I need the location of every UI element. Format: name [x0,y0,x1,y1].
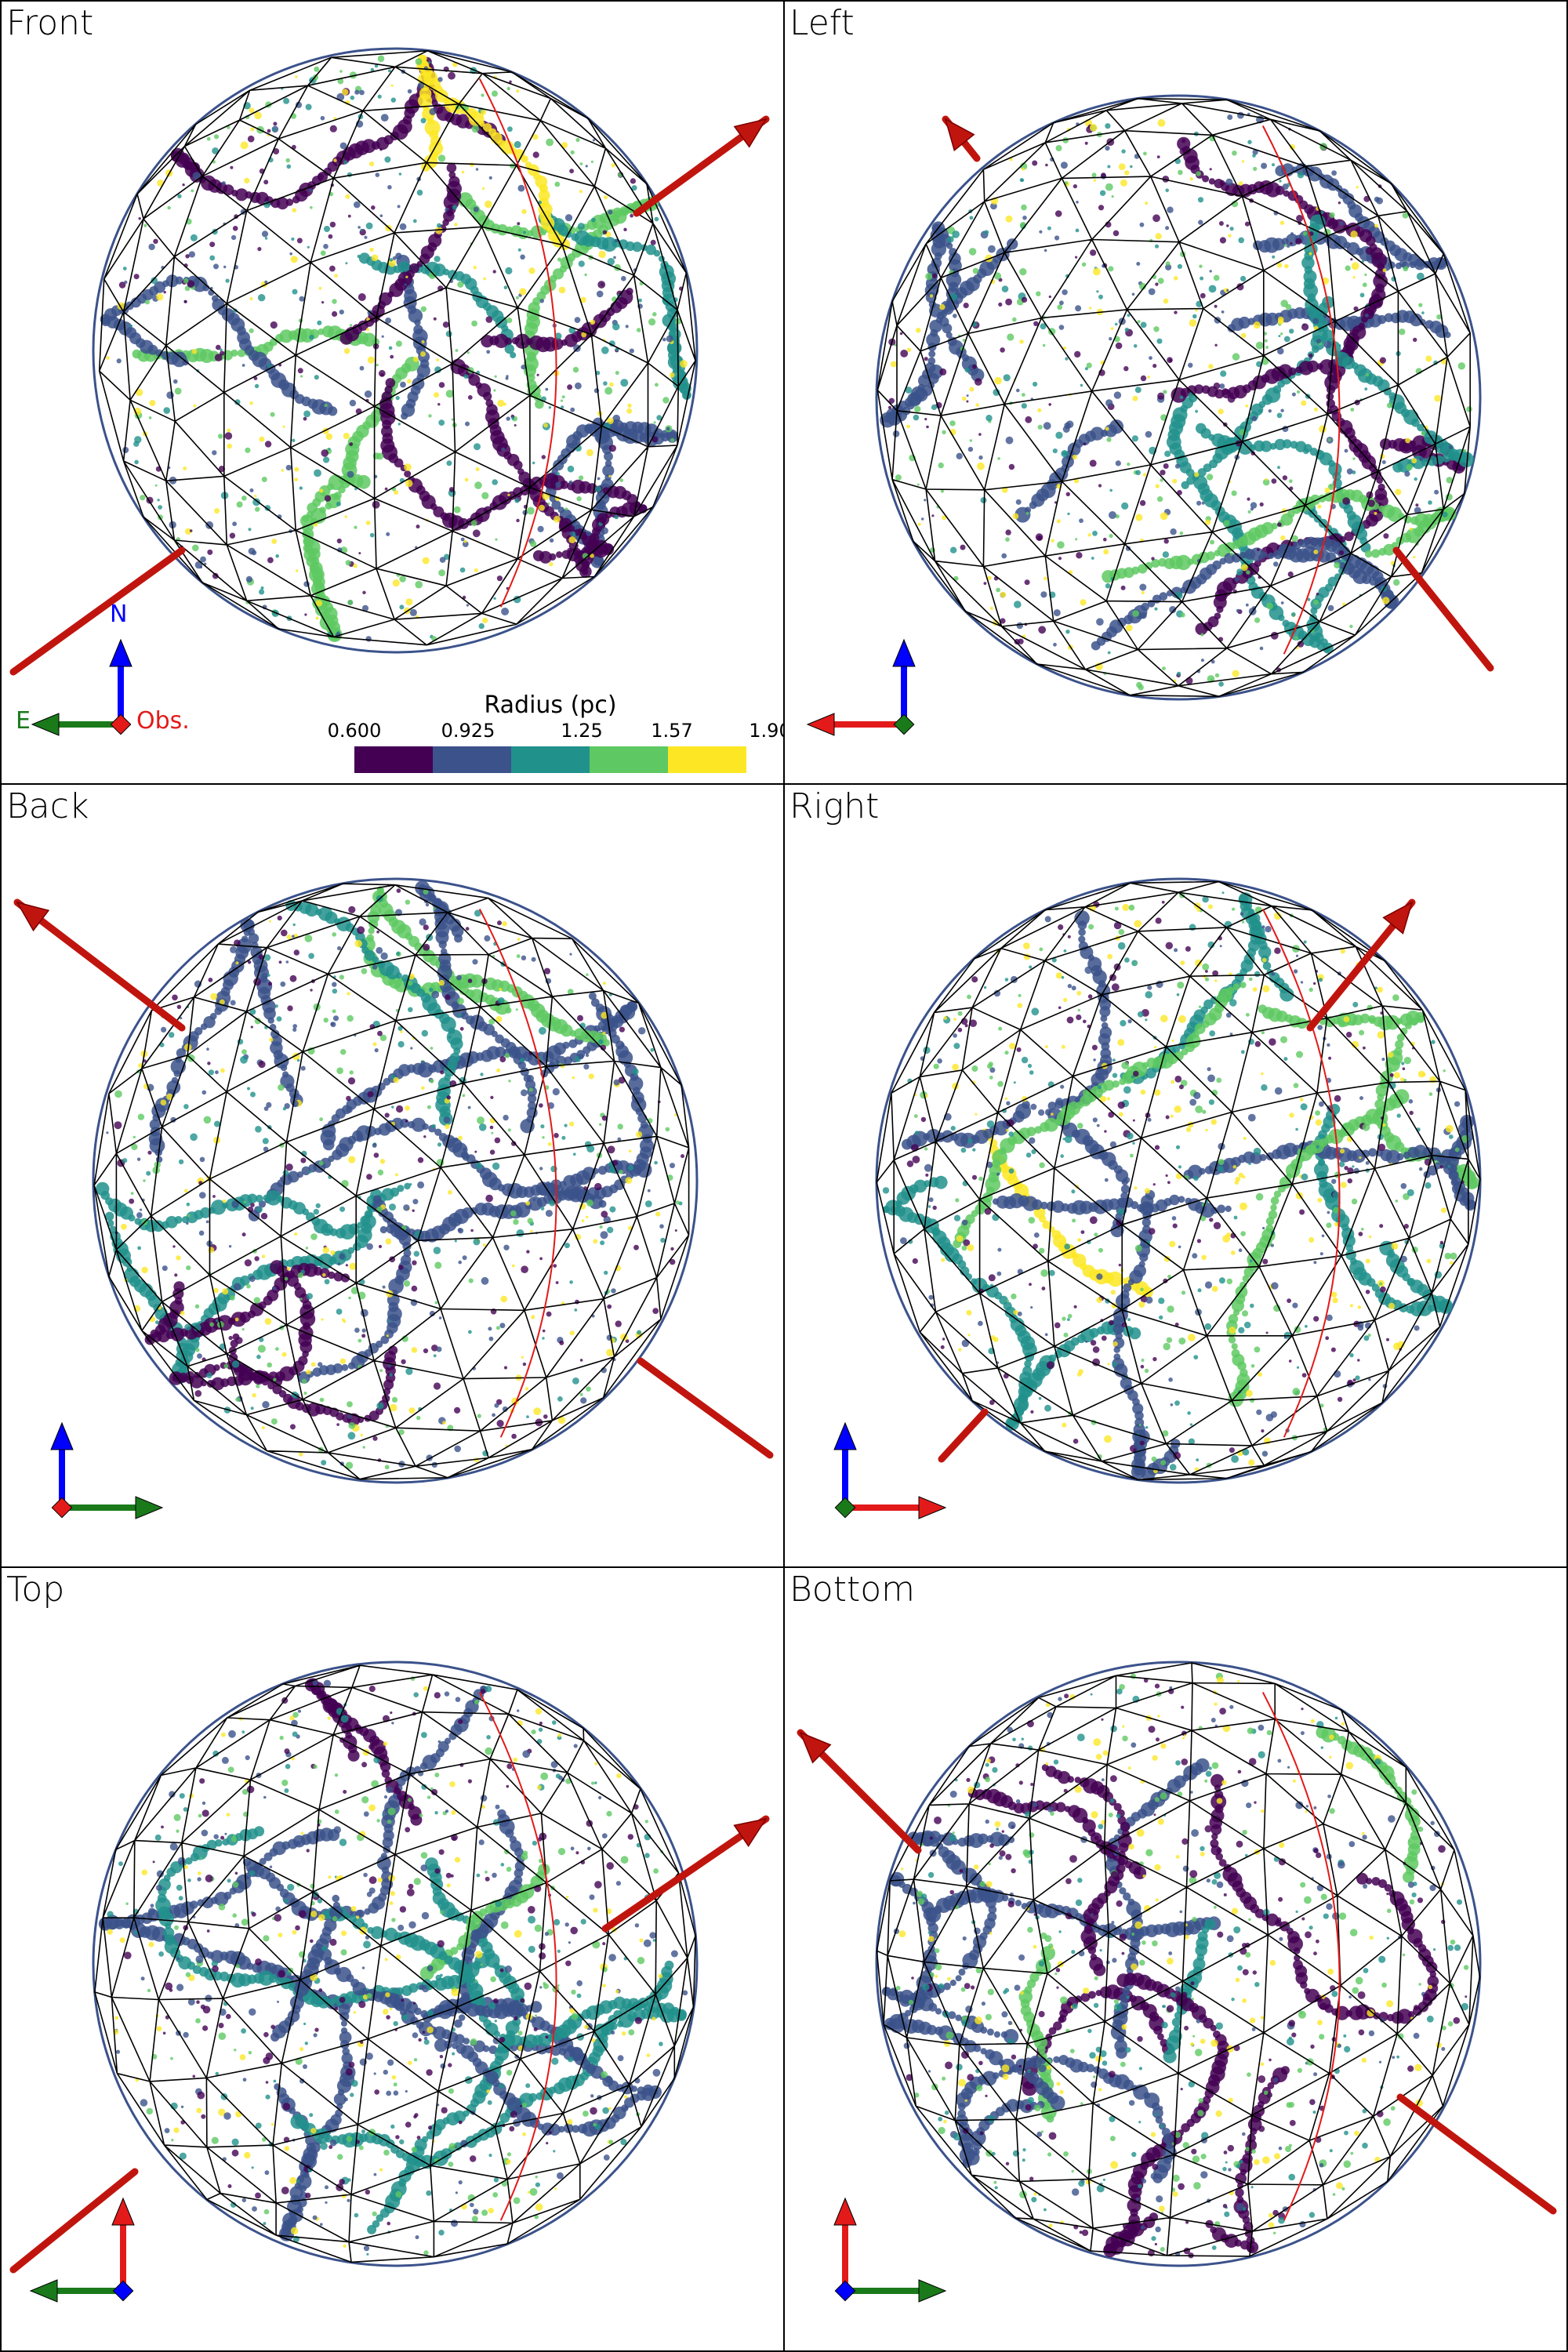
colorbar-tick: 0.925 [441,720,495,742]
panel-title: Top [6,1570,65,1610]
dust-cloud-points [96,880,684,1470]
geodesic-mesh [876,1662,1481,2257]
sphere-back [13,877,774,1519]
geodesic-mesh [877,97,1471,698]
geodesic-mesh [93,883,690,1480]
north-axis-label: N [110,601,128,628]
observer-direction-arrow [1392,546,1494,672]
colorbar-segment [668,746,746,773]
dust-cloud-points [98,1676,688,2256]
colorbar-segment [511,746,590,773]
panel-top: Top [0,1566,785,2352]
geodesic-mesh [876,880,1481,1481]
orientation-triad [50,1421,164,1519]
observer-direction-arrow [1396,2093,1557,2215]
sphere-right [833,877,1482,1519]
panel-title: Left [789,3,855,43]
geodesic-mesh [94,1664,696,2263]
observer-track-line [1261,1692,1341,2221]
observer-axis-label: Obs. [136,707,190,735]
orientation-triad [31,638,132,736]
panel-title: Bottom [789,1570,916,1610]
orientation-triad [806,638,916,736]
colorbar-tick: 0.600 [327,720,382,742]
colorbar-bar [354,746,746,773]
orientation-triad [29,2197,135,2303]
panel-right: Right [783,783,1568,1568]
panel-back: Back [0,783,785,1568]
observer-direction-arrow [601,1815,770,1933]
geodesic-mesh [98,50,696,646]
observer-direction-arrow [1306,898,1416,1032]
orientation-triad [833,1421,947,1519]
panel-title: Right [789,786,880,826]
colorbar-title: Radius (pc) [484,691,617,719]
colorbar-tick: 1.90 [749,720,783,742]
observer-direction-arrow [9,2168,139,2274]
observer-track-line [478,1692,557,2221]
observer-track-line [478,78,557,608]
panel-bottom: Bottom [783,1566,1568,2352]
colorbar-segment [433,746,511,773]
sphere-top [9,1661,770,2303]
sphere-left [806,94,1494,736]
observer-track-line [1261,125,1341,655]
dust-cloud-points [882,891,1479,1481]
panel-title: Front [6,3,94,43]
orientation-triad [833,2197,947,2303]
colorbar: Radius (pc) 0.600 0.925 1.25 1.57 1.90 [328,691,783,778]
sphere-bottom [797,1661,1557,2303]
observer-track-line [478,909,557,1438]
observer-direction-arrow [9,546,186,676]
dust-cloud-points [881,1672,1469,2259]
colorbar-tick: 1.25 [561,720,603,742]
panel-front: Front N E Obs. Radius (pc) 0.600 0.925 1… [0,0,785,785]
observer-direction-arrow [637,1357,774,1459]
colorbar-ticks: 0.600 0.925 1.25 1.57 1.90 [323,720,783,743]
panel-title: Back [6,786,89,826]
observer-track-line [1261,909,1341,1438]
colorbar-tick: 1.57 [651,720,693,742]
panel-left: Left [783,0,1568,785]
observer-direction-arrow [797,1729,922,1854]
colorbar-segment [354,746,433,773]
observer-direction-arrow [942,115,981,162]
observer-direction-arrow [938,1408,989,1463]
observer-direction-arrow [633,115,770,217]
observer-direction-arrow [13,898,186,1032]
colorbar-segment [590,746,668,773]
east-axis-label: E [16,707,31,735]
sphere-front [9,47,770,736]
dust-cloud-points [880,111,1474,691]
